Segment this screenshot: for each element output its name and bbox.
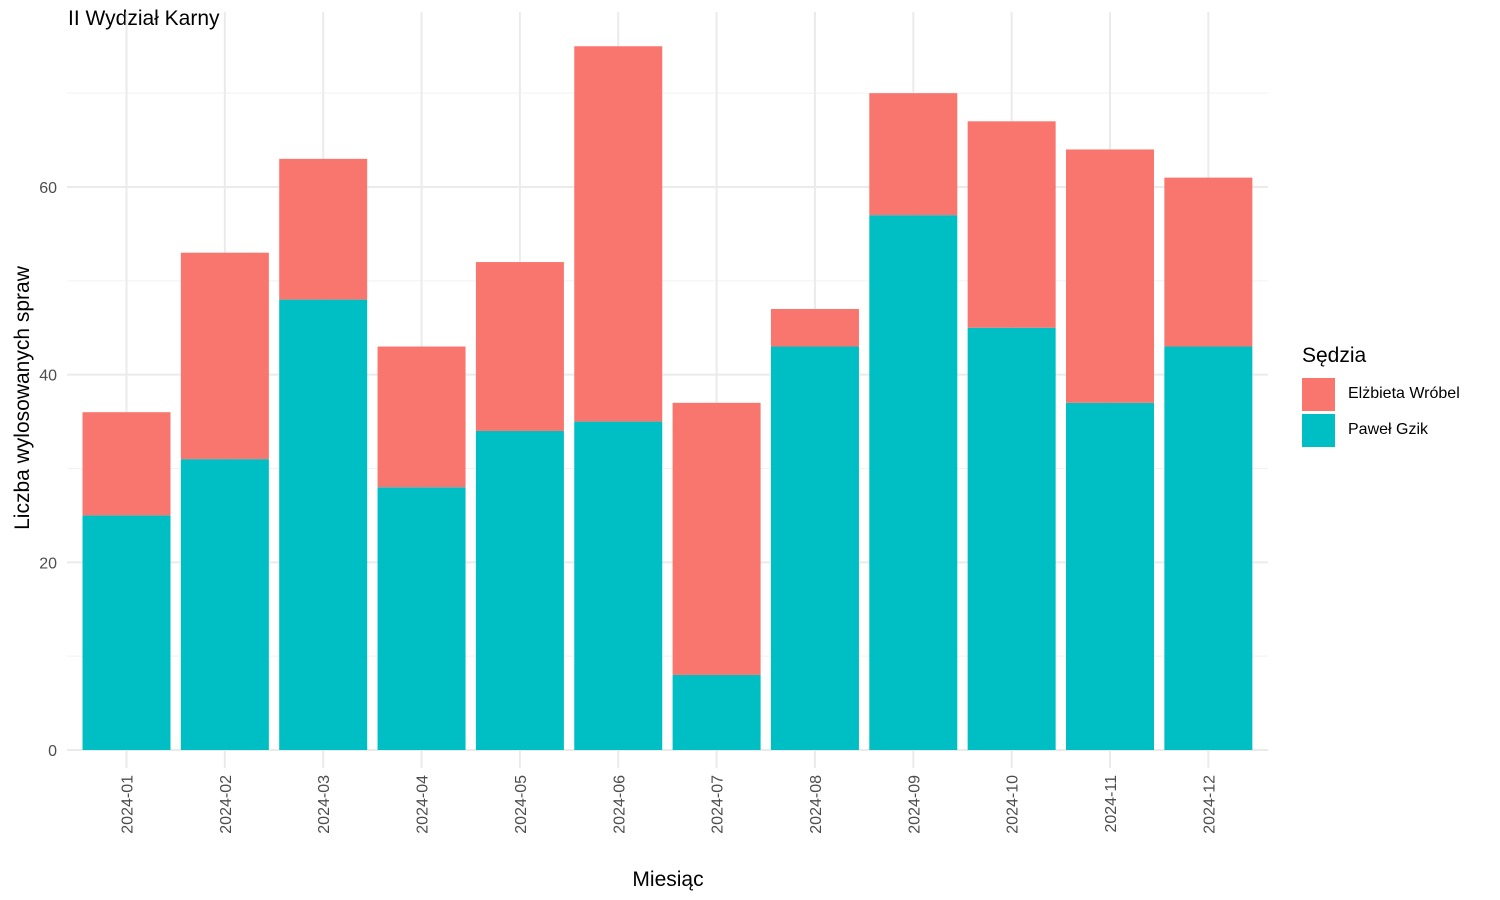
x-tick-label: 2024-07 bbox=[710, 775, 727, 834]
bar-segment bbox=[279, 299, 368, 750]
bars bbox=[82, 46, 1253, 750]
legend-items: Elżbieta Wróbel Paweł Gzik bbox=[1302, 376, 1460, 448]
bar-segment bbox=[82, 515, 171, 750]
bar-segment bbox=[770, 346, 859, 750]
legend-label: Elżbieta Wróbel bbox=[1348, 385, 1460, 402]
bar-segment bbox=[1164, 346, 1253, 750]
x-axis-ticks: 2024-01 2024-02 2024-03 2024-04 2024-05 2024-… bbox=[120, 775, 1219, 834]
bar-segment bbox=[672, 674, 761, 750]
bar-segment bbox=[869, 93, 958, 216]
bar-segment bbox=[279, 158, 368, 300]
bar-segment bbox=[180, 252, 269, 460]
bar-segment bbox=[377, 487, 466, 750]
legend-title: Sędzia bbox=[1302, 344, 1367, 367]
bar-segment bbox=[1066, 402, 1154, 750]
x-tick-label: 2024-11 bbox=[1103, 775, 1120, 833]
bar-segment bbox=[574, 46, 663, 422]
x-tick-label: 2024-03 bbox=[316, 775, 333, 834]
legend-label: Paweł Gzik bbox=[1348, 421, 1429, 438]
bar-segment bbox=[869, 215, 958, 750]
bar-segment bbox=[377, 346, 466, 488]
bar-segment bbox=[180, 459, 269, 750]
y-tick-label: 0 bbox=[48, 743, 57, 760]
x-tick-label: 2024-10 bbox=[1005, 775, 1022, 834]
legend-item: Elżbieta Wróbel bbox=[1302, 376, 1460, 412]
x-tick-label: 2024-01 bbox=[120, 775, 137, 834]
bar-segment bbox=[82, 412, 171, 516]
x-axis-label: Miesiąc bbox=[632, 868, 703, 891]
bar-segment bbox=[770, 308, 859, 347]
bar-segment bbox=[1164, 177, 1253, 347]
x-tick-label: 2024-05 bbox=[513, 775, 530, 834]
x-tick-label: 2024-09 bbox=[906, 775, 923, 834]
y-tick-label: 60 bbox=[39, 180, 57, 197]
y-tick-label: 40 bbox=[39, 368, 57, 385]
bar-segment bbox=[475, 430, 564, 750]
y-axis-label: Liczba wylosowanych spraw bbox=[11, 265, 34, 530]
bar-segment bbox=[1066, 149, 1154, 403]
x-tick-label: 2024-08 bbox=[808, 775, 825, 834]
bar-segment bbox=[672, 402, 761, 675]
legend-key-swatch bbox=[1302, 413, 1335, 447]
x-tick-label: 2024-02 bbox=[218, 775, 235, 834]
legend-key-swatch bbox=[1302, 377, 1335, 411]
legend: Sędzia Elżbieta Wróbel Paweł Gzik bbox=[1302, 344, 1460, 448]
x-tick-label: 2024-06 bbox=[611, 775, 628, 834]
y-axis-ticks: 0 20 40 60 bbox=[39, 180, 57, 760]
bar-segment bbox=[967, 327, 1056, 750]
x-tick-label: 2024-04 bbox=[415, 775, 432, 834]
bar-segment bbox=[967, 121, 1056, 328]
legend-item: Paweł Gzik bbox=[1302, 412, 1460, 448]
chart-title: II Wydział Karny bbox=[68, 7, 220, 30]
bar-segment bbox=[475, 262, 564, 431]
x-tick-label: 2024-12 bbox=[1201, 775, 1218, 834]
y-tick-label: 20 bbox=[39, 555, 57, 572]
bar-segment bbox=[574, 421, 663, 750]
